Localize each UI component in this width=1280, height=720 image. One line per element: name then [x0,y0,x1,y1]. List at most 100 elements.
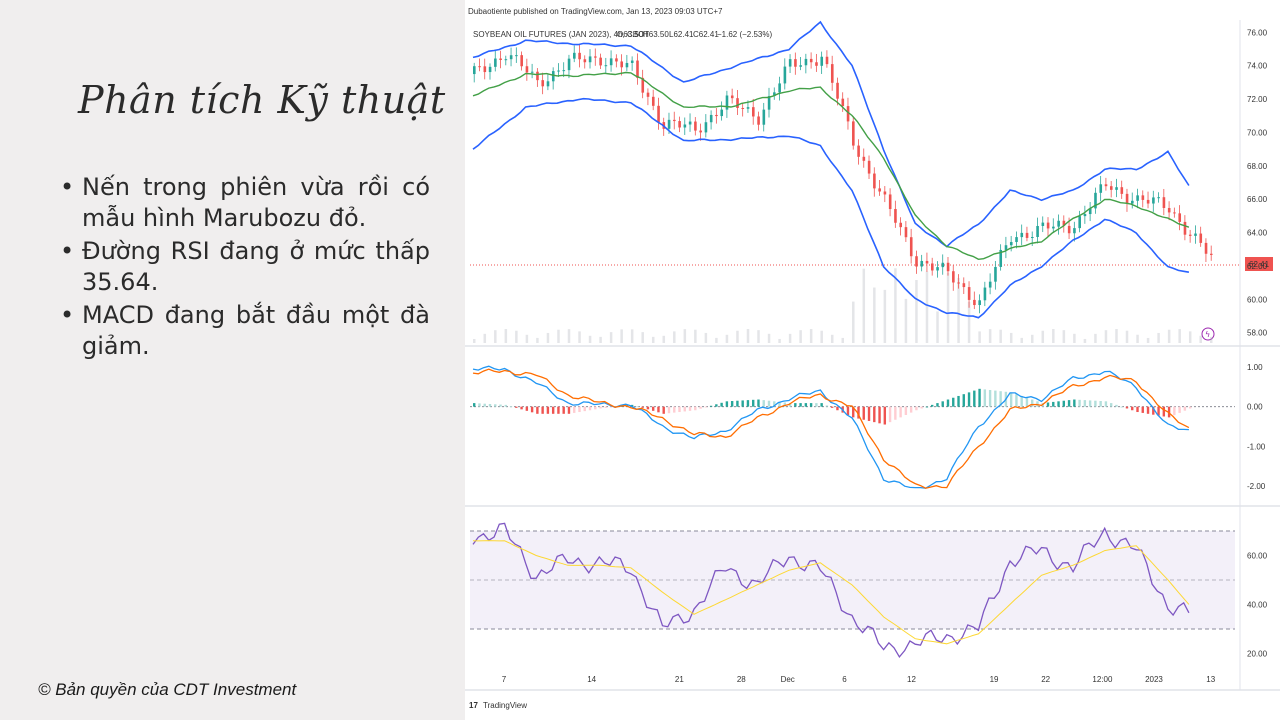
rsi-tick-label: 60.00 [1247,552,1268,561]
macd-histogram-bar [604,406,608,408]
candle-body [1115,187,1118,190]
macd-histogram-bar [1109,403,1113,407]
candle-body [604,65,608,67]
macd-histogram-bar [630,404,634,407]
lightning-icon[interactable] [1201,327,1215,341]
macd-histogram-bar [525,406,529,411]
macd-histogram-bar [1173,406,1176,416]
macd-histogram-bar [846,406,850,415]
volume-bar [515,330,518,343]
macd-tick-label: -1.00 [1247,442,1266,451]
macd-histogram-bar [1067,400,1071,407]
candle-body [983,287,987,301]
candle-body [915,256,918,267]
candle-body [999,249,1003,267]
time-tick-label: 12 [907,675,916,684]
candle-body [825,56,829,65]
candle-body [1188,234,1192,236]
candle-body [1094,192,1097,209]
volume-bar [841,337,844,343]
volume-bar [1041,330,1045,343]
volume-bar [536,337,539,343]
macd-histogram-bar [1188,406,1192,409]
volume-bar [1199,335,1202,343]
macd-histogram-bar [909,406,913,413]
candle-body [1178,213,1182,222]
volume-bar [588,335,592,343]
macd-histogram-bar [773,401,776,407]
candle-body [1183,221,1187,235]
macd-histogram-bar [894,406,897,420]
macd-histogram-bar [952,397,955,407]
time-tick-label: 14 [587,675,596,684]
candle-body [1104,184,1108,187]
macd-histogram-bar [1099,401,1102,407]
ohlc-open: O63.50 [617,30,644,39]
macd-histogram-bar [862,406,865,420]
macd-histogram-bar [594,406,597,410]
macd-histogram-bar [609,406,613,408]
volume-bar [1031,334,1034,343]
volume-bar [1020,337,1023,343]
candle-body [936,267,939,271]
macd-histogram-bar [794,403,797,407]
macd-histogram-bar [783,402,786,407]
macd-histogram-bar [1125,406,1129,409]
macd-histogram-bar [746,400,750,407]
candle-body [1099,184,1103,193]
macd-histogram-bar [888,406,892,423]
rsi-tick-label: 20.00 [1247,650,1268,659]
candle-body [1015,237,1018,243]
price-tick-label: 72.00 [1247,95,1268,104]
macd-histogram-bar [1162,406,1166,417]
candle-body [1120,187,1124,194]
volume-bar [999,329,1002,343]
time-tick-label: 6 [842,675,847,684]
candle-body [730,95,734,99]
candle-body [836,82,839,99]
candle-body [594,56,597,58]
candle-body [725,95,729,110]
time-tick-label: 13 [1206,675,1215,684]
macd-tick-label: 1.00 [1247,363,1263,372]
price-tick-label: 74.00 [1247,62,1268,71]
candle-body [878,188,881,192]
bullet-item: • Nến trong phiên vừa rồi có mẫu hình Mar… [60,172,430,234]
candle-body [815,62,818,66]
macd-histogram-bar [473,403,476,407]
volume-bar [483,333,487,343]
volume-bar [473,339,476,343]
volume-bar [673,331,676,343]
candle-body [799,65,802,67]
macd-signal-line [472,368,1190,489]
macd-histogram-bar [857,406,860,419]
macd-line [472,365,1189,489]
volume-bar [725,334,729,343]
macd-histogram-bar [904,406,908,415]
macd-histogram-bar [815,403,818,407]
macd-histogram-bar [715,404,718,407]
candle-body [1141,195,1145,200]
macd-histogram-bar [983,389,987,407]
candle-body [925,260,929,264]
macd-histogram-bar [646,406,650,410]
volume-bar [504,329,508,343]
macd-histogram-bar [588,406,592,411]
macd-histogram-bar [1020,395,1023,407]
macd-histogram-bar [809,403,813,407]
rsi-tick-label: 40.00 [1247,601,1268,610]
candle-body [841,98,845,107]
candle-body [1031,237,1034,239]
candle-body [720,109,724,117]
candle-body [1088,208,1092,215]
macd-histogram-bar [536,406,539,414]
candle-body [736,98,739,108]
candle-body [1109,186,1113,190]
candle-body [646,92,650,97]
candle-body [952,271,955,283]
macd-histogram-bar [478,403,481,407]
macd-tick-label: -2.00 [1247,482,1266,491]
candle-body [573,52,576,59]
macd-histogram-bar [988,390,992,407]
macd-histogram-bar [1062,400,1065,407]
